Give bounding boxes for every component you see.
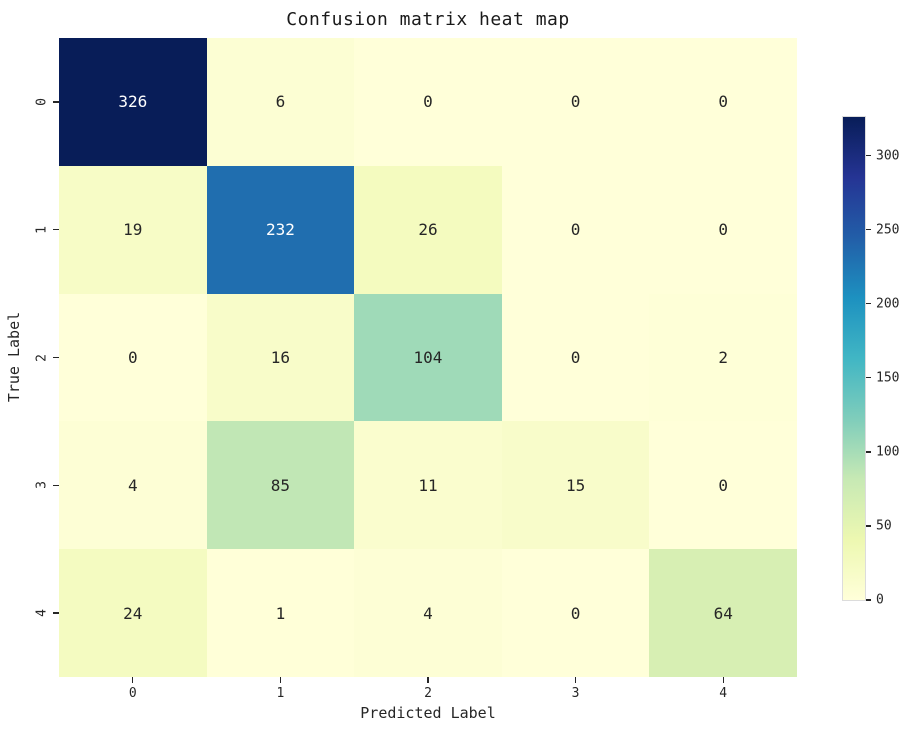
heatmap-cell: 232 xyxy=(206,165,355,294)
y-tick-mark xyxy=(53,229,59,231)
x-tick-mark xyxy=(279,677,282,683)
y-tick-mark xyxy=(53,612,59,614)
heatmap-cell: 0 xyxy=(59,293,207,422)
x-tick-mark xyxy=(132,677,134,683)
heatmap-cell: 0 xyxy=(649,421,797,550)
heatmap-cell: 15 xyxy=(501,421,650,550)
colorbar-tick-mark xyxy=(866,377,871,379)
heatmap-cell: 4 xyxy=(59,421,207,550)
x-tick-label: 0 xyxy=(128,686,137,701)
colorbar-tick-label: 300 xyxy=(876,148,900,164)
heatmap-cell: 19 xyxy=(59,165,207,294)
heatmap-cell: 104 xyxy=(354,293,502,422)
y-tick-mark xyxy=(53,356,59,359)
heatmap-cell: 85 xyxy=(206,421,355,550)
colorbar-tick-label: 250 xyxy=(876,222,900,238)
x-tick-label: 3 xyxy=(571,686,580,701)
colorbar-tick-label: 150 xyxy=(876,370,900,386)
heatmap-cell: 24 xyxy=(59,549,207,677)
x-tick-mark xyxy=(427,677,429,683)
heatmap-cell: 0 xyxy=(354,38,502,166)
colorbar-tick-label: 100 xyxy=(876,444,900,460)
heatmap-cell: 0 xyxy=(649,38,797,166)
heatmap-cell: 326 xyxy=(59,38,207,166)
colorbar-tick-mark xyxy=(866,154,871,157)
y-tick-label: 2 xyxy=(34,353,50,362)
colorbar-gradient xyxy=(842,116,866,601)
y-tick-mark xyxy=(53,484,59,486)
chart-title: Confusion matrix heat map xyxy=(286,9,570,30)
heatmap-grid: 326 6 0 0 0 19 232 26 0 0 0 16 104 0 2 4 85 11 15 0 24 1 4 0 64 xyxy=(59,38,797,677)
y-tick-label: 1 xyxy=(34,225,50,234)
heatmap-cell: 64 xyxy=(649,549,797,677)
x-tick-mark xyxy=(574,677,577,683)
colorbar-tick-label: 0 xyxy=(876,592,884,608)
y-axis-label: True Label xyxy=(5,311,23,403)
x-tick-label: 1 xyxy=(276,686,285,701)
heatmap-cell: 0 xyxy=(501,293,650,422)
colorbar-tick-label: 200 xyxy=(876,296,900,312)
heatmap-cell: 0 xyxy=(501,165,650,294)
x-tick-label: 2 xyxy=(424,686,432,701)
heatmap-cell: 16 xyxy=(206,293,355,422)
heatmap-cell: 2 xyxy=(649,293,797,422)
colorbar-tick-label: 50 xyxy=(876,518,892,534)
heatmap-cell: 0 xyxy=(501,549,650,677)
heatmap-cell: 0 xyxy=(649,165,797,294)
x-tick-mark xyxy=(722,677,724,683)
x-axis-label: Predicted Label xyxy=(360,704,496,722)
y-tick-mark xyxy=(53,101,59,103)
colorbar-tick-mark xyxy=(866,599,871,601)
heatmap-cell: 0 xyxy=(501,38,650,166)
colorbar-tick-mark xyxy=(866,228,871,231)
heatmap-cell: 11 xyxy=(354,421,502,550)
heatmap-cell: 4 xyxy=(354,549,502,677)
colorbar-tick-mark xyxy=(866,302,871,305)
y-tick-label: 0 xyxy=(34,97,50,106)
heatmap-cell: 1 xyxy=(206,549,355,677)
y-tick-label: 3 xyxy=(34,481,50,490)
heatmap-cell: 26 xyxy=(354,165,502,294)
y-tick-label: 4 xyxy=(34,609,50,618)
x-tick-label: 4 xyxy=(719,686,728,701)
colorbar-tick-mark xyxy=(866,451,871,453)
colorbar-tick-mark xyxy=(866,525,871,527)
heatmap-cell: 6 xyxy=(206,38,355,166)
